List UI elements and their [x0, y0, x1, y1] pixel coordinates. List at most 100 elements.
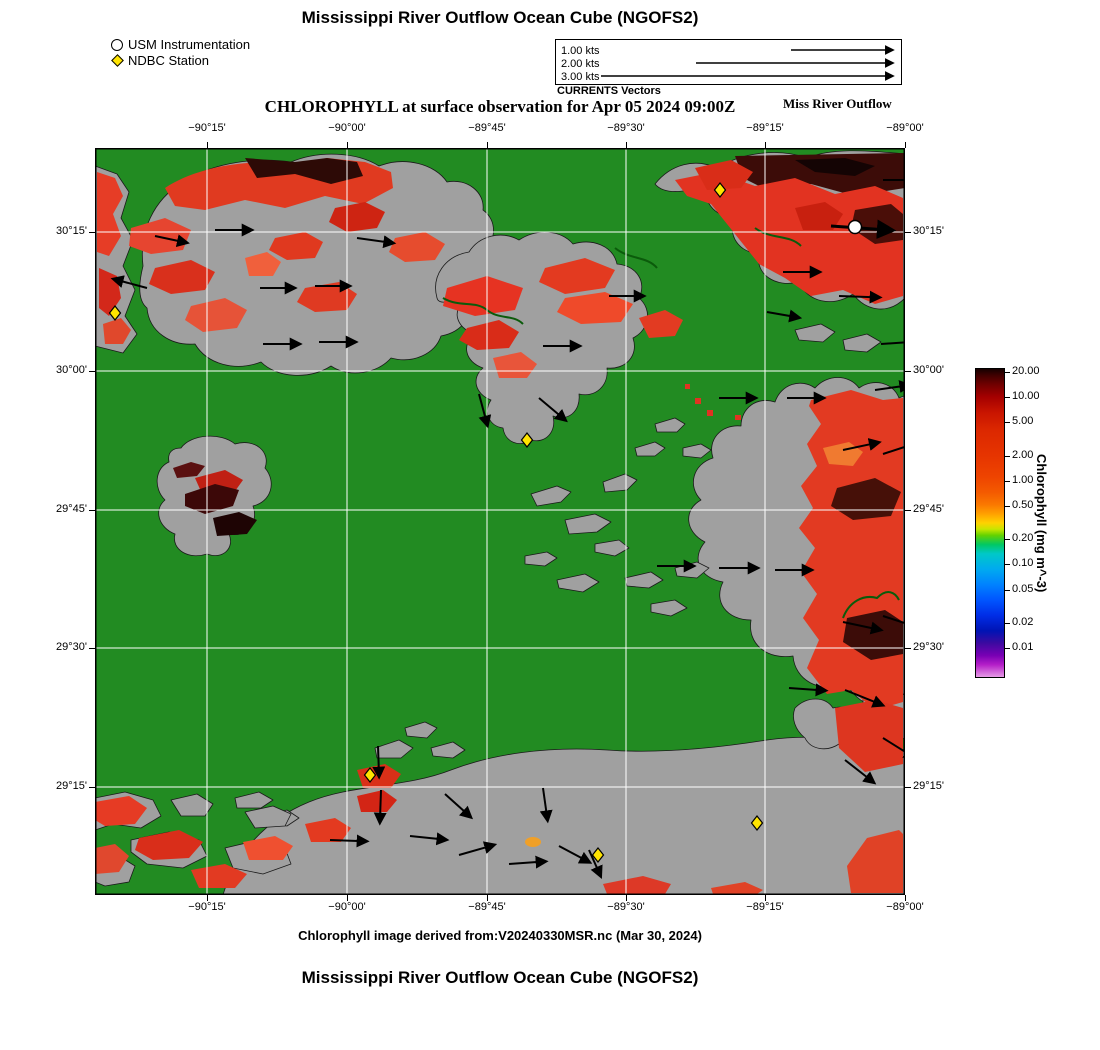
axis-tick: [904, 895, 906, 901]
current-vector-arrow: [882, 737, 905, 760]
vector-scale-label: 1.00 kts: [561, 45, 600, 57]
colorbar: [975, 368, 1005, 678]
current-vector-arrow: [844, 689, 886, 708]
axis-tick: [905, 231, 911, 233]
chlorophyll-speck: [695, 398, 701, 404]
colorbar-tick-label: 0.50: [1012, 499, 1034, 511]
river-channel: [842, 591, 900, 619]
chlorophyll-orange-spot: [525, 837, 541, 847]
ndbc-station-marker: [713, 182, 727, 198]
axis-tick: [905, 786, 911, 788]
current-vector-arrow: [874, 380, 905, 393]
current-vector-arrow: [478, 393, 492, 429]
colorbar-tick-label: 20.00: [1012, 365, 1040, 377]
chlorophyll-patch: [135, 830, 203, 860]
chlorophyll-speck: [685, 384, 690, 389]
chlorophyll-patch: [129, 218, 191, 254]
axis-tick: [764, 895, 766, 901]
colorbar-tick-label: 10.00: [1012, 390, 1040, 402]
axis-tick: [89, 647, 95, 649]
axis-tick: [206, 142, 208, 148]
chlorophyll-patch: [675, 172, 903, 304]
lon-label-top: −89°00': [886, 122, 924, 134]
usm-instrumentation-marker: [847, 219, 863, 235]
lat-label-left: 29°30': [56, 641, 87, 653]
chlorophyll-patch: [357, 790, 397, 812]
current-vectors: [110, 179, 905, 879]
ndbc-station-marker: [750, 815, 764, 831]
lat-label-right: 29°45': [913, 503, 944, 515]
chlorophyll-patch: [835, 700, 903, 772]
axis-tick: [346, 142, 348, 148]
colorbar-tick-label: 0.02: [1012, 616, 1034, 628]
current-vector-arrow: [372, 745, 386, 780]
lat-label-right: 30°00': [913, 364, 944, 376]
axis-tick: [346, 895, 348, 901]
lat-label-left: 29°45': [56, 503, 87, 515]
colorbar-tick: [1005, 396, 1010, 398]
current-vector-arrow: [458, 841, 498, 856]
chlorophyll-patch: [305, 818, 351, 842]
current-vector-arrow: [838, 290, 883, 304]
colorbar-tick: [1005, 455, 1010, 457]
lon-label-top: −89°30': [607, 122, 645, 134]
chlorophyll-patch: [185, 484, 239, 514]
current-vector-arrow: [409, 832, 450, 846]
colorbar-tick: [1005, 589, 1010, 591]
current-vector-arrow: [844, 759, 877, 785]
chlorophyll-patch: [795, 202, 843, 230]
region-label: Miss River Outflow: [783, 96, 892, 111]
usm-legend-label: USM Instrumentation: [128, 37, 251, 52]
lat-label-right: 30°15': [913, 225, 944, 237]
axis-tick: [486, 142, 488, 148]
lon-label-bottom: −89°30': [607, 901, 645, 913]
chlorophyll-patch: [191, 864, 247, 888]
current-vector-arrow: [558, 845, 593, 864]
current-vector-arrow: [842, 621, 884, 635]
chlorophyll-patch: [711, 882, 763, 894]
lat-label-left: 30°15': [56, 225, 87, 237]
chlorophyll-patch: [459, 320, 519, 350]
colorbar-tick-label: 2.00: [1012, 449, 1034, 461]
chlorophyll-patch: [173, 462, 205, 478]
colorbar-tick-label: 0.01: [1012, 641, 1034, 653]
river-channel: [614, 247, 658, 269]
current-vector-arrow: [373, 789, 387, 826]
lon-label-bottom: −89°45': [468, 901, 506, 913]
chlorophyll-patch: [269, 232, 323, 260]
chlorophyll-patch: [243, 836, 293, 860]
chlorophyll-patch: [443, 276, 523, 316]
current-vector-arrow: [110, 275, 148, 289]
chlorophyll-subtitle: CHLOROPHYLL at surface observation for A…: [264, 97, 736, 116]
land-gap-islands: [794, 323, 882, 353]
current-vector-arrow: [539, 787, 553, 824]
chlorophyll-patch: [799, 390, 903, 710]
colorbar-tick-label: 1.00: [1012, 474, 1034, 486]
colorbar-tick: [1005, 538, 1010, 540]
chlorophyll-patch: [103, 318, 131, 344]
page-title: Mississippi River Outflow Ocean Cube (NG…: [301, 8, 699, 27]
map: [95, 148, 905, 895]
chlorophyll-patch: [795, 158, 875, 176]
colorbar-tick: [1005, 505, 1010, 507]
chlorophyll-patch: [847, 830, 903, 893]
lat-label-left: 30°00': [56, 364, 87, 376]
chlorophyll-patch: [695, 160, 753, 190]
ndbc-station-marker: [108, 305, 122, 321]
chlorophyll-speck: [735, 415, 741, 420]
chlorophyll-patch: [213, 512, 257, 536]
current-vector-arrow: [538, 397, 568, 423]
chlorophyll-patch: [557, 292, 633, 324]
colorbar-tick-label: 0.05: [1012, 583, 1034, 595]
lat-label-right: 29°15': [913, 780, 944, 792]
lat-label-left: 29°15': [56, 780, 87, 792]
ndbc-station-marker: [520, 432, 534, 448]
source-caption: Chlorophyll image derived from:V20240330…: [298, 928, 702, 943]
lat-label-right: 29°30': [913, 641, 944, 653]
lon-label-bottom: −90°00': [328, 901, 366, 913]
chlorophyll-patch: [603, 876, 671, 894]
colorbar-tick: [1005, 622, 1010, 624]
chlorophyll-patches: [95, 153, 905, 894]
chlorophyll-patch: [245, 158, 363, 184]
